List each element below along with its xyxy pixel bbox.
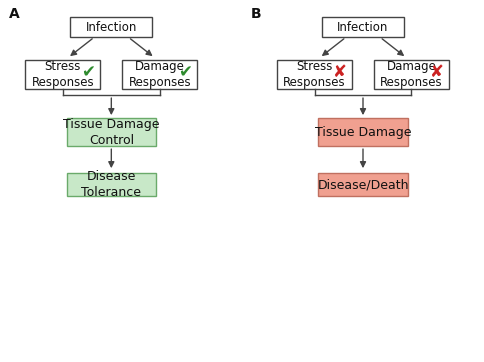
FancyBboxPatch shape <box>67 118 156 146</box>
FancyBboxPatch shape <box>122 60 197 89</box>
FancyBboxPatch shape <box>322 17 404 37</box>
FancyBboxPatch shape <box>374 60 449 89</box>
Text: B: B <box>251 7 261 21</box>
Text: ✘: ✘ <box>333 63 347 81</box>
Text: Infection: Infection <box>86 21 137 34</box>
Text: A: A <box>9 7 19 21</box>
FancyBboxPatch shape <box>318 173 408 196</box>
Text: Damage
Responses: Damage Responses <box>380 60 443 89</box>
Text: Disease
Tolerance: Disease Tolerance <box>81 170 141 199</box>
FancyBboxPatch shape <box>318 118 408 146</box>
Text: Stress
Responses: Stress Responses <box>283 60 346 89</box>
Text: Damage
Responses: Damage Responses <box>128 60 191 89</box>
FancyBboxPatch shape <box>70 17 152 37</box>
Text: Tissue Damage
Control: Tissue Damage Control <box>63 118 160 147</box>
FancyBboxPatch shape <box>277 60 352 89</box>
Text: ✔: ✔ <box>81 63 95 81</box>
FancyBboxPatch shape <box>67 173 156 196</box>
Text: Infection: Infection <box>337 21 389 34</box>
FancyBboxPatch shape <box>25 60 101 89</box>
Text: Stress
Responses: Stress Responses <box>31 60 94 89</box>
Text: Disease/Death: Disease/Death <box>317 178 409 191</box>
Text: ✔: ✔ <box>178 63 192 81</box>
Text: ✘: ✘ <box>430 63 444 81</box>
Text: Tissue Damage: Tissue Damage <box>315 126 411 139</box>
